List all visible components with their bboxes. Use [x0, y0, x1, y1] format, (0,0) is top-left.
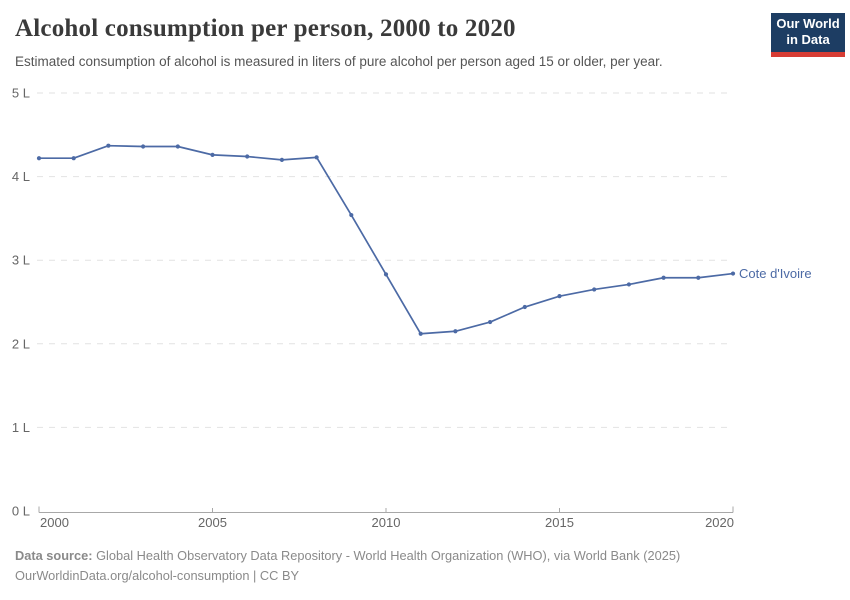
data-point[interactable] — [71, 156, 76, 161]
data-point[interactable] — [592, 287, 597, 292]
y-axis-tick-label: 5 L — [12, 86, 30, 101]
data-point[interactable] — [141, 144, 146, 149]
series-end-label: Cote d'Ivoire — [739, 266, 812, 281]
data-source-label: Data source: — [15, 548, 93, 563]
data-point[interactable] — [175, 144, 180, 149]
data-point[interactable] — [36, 156, 42, 161]
data-point[interactable] — [349, 212, 354, 218]
data-point[interactable] — [314, 155, 319, 160]
data-point[interactable] — [210, 152, 215, 157]
page-title: Alcohol consumption per person, 2000 to … — [15, 15, 516, 42]
data-point[interactable] — [279, 157, 284, 162]
data-point[interactable] — [661, 275, 666, 280]
data-point[interactable] — [106, 143, 111, 148]
x-axis-tick-label: 2020 — [705, 515, 734, 530]
data-point[interactable] — [488, 319, 493, 325]
y-axis-tick-label: 0 L — [12, 504, 30, 519]
y-axis-tick-label: 2 L — [12, 336, 30, 351]
owid-logo-text: Our World in Data — [771, 13, 845, 52]
owid-logo-line1: Our World — [776, 16, 840, 31]
y-axis-tick-label: 1 L — [12, 420, 30, 435]
y-axis-tick-label: 3 L — [12, 253, 30, 268]
chart-footer: Data source: Global Health Observatory D… — [15, 546, 680, 586]
data-point[interactable] — [383, 272, 389, 277]
x-axis-tick-label: 2015 — [545, 515, 574, 530]
owid-logo-red-bar — [771, 52, 845, 57]
x-axis-tick-label: 2005 — [198, 515, 227, 530]
y-axis-tick-label: 4 L — [12, 169, 30, 184]
chart-subtitle: Estimated consumption of alcohol is meas… — [15, 54, 663, 69]
data-point[interactable] — [557, 294, 562, 299]
owid-logo[interactable]: Our World in Data — [771, 13, 845, 57]
data-point[interactable] — [626, 282, 632, 287]
data-point[interactable] — [245, 154, 250, 159]
x-axis-tick-label: 2010 — [372, 515, 401, 530]
data-series-line[interactable] — [38, 144, 734, 335]
line-chart-canvas: 0 L 1 L 2 L 3 L 4 L 5 L 2000 2005 2010 2015 2020 Co… — [12, 86, 812, 531]
data-point[interactable] — [418, 331, 423, 336]
x-axis-tick-label: 2000 — [40, 515, 69, 530]
data-point[interactable] — [696, 275, 701, 280]
data-source-line: Data source: Global Health Observatory D… — [15, 546, 680, 566]
data-source-text: Global Health Observatory Data Repositor… — [92, 548, 681, 563]
data-point[interactable] — [522, 304, 527, 310]
data-point[interactable] — [453, 329, 458, 334]
license-line: OurWorldinData.org/alcohol-consumption |… — [15, 568, 300, 583]
owid-logo-line2: in Data — [786, 32, 830, 47]
data-point[interactable] — [730, 271, 736, 276]
